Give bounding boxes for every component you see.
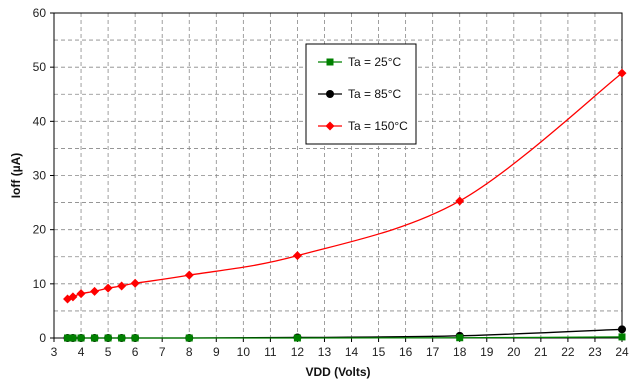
- series-square: [64, 333, 626, 342]
- legend-swatch-marker: [326, 90, 334, 98]
- y-tick-label: 10: [33, 277, 47, 291]
- x-tick-label: 20: [507, 345, 521, 359]
- x-tick-label: 10: [237, 345, 251, 359]
- data-point: [292, 251, 302, 261]
- x-tick-label: 24: [615, 345, 629, 359]
- data-point: [68, 292, 78, 302]
- legend-label: Ta = 25°C: [348, 55, 401, 69]
- y-tick-label: 50: [33, 60, 47, 74]
- data-point: [130, 278, 140, 288]
- x-tick-label: 7: [159, 345, 166, 359]
- data-point: [76, 289, 86, 299]
- data-point: [64, 334, 72, 342]
- data-point: [455, 196, 465, 206]
- x-tick-label: 21: [534, 345, 548, 359]
- x-tick-label: 23: [588, 345, 602, 359]
- x-tick-label: 13: [318, 345, 332, 359]
- legend-swatch-marker: [326, 58, 334, 66]
- x-tick-label: 6: [132, 345, 139, 359]
- x-tick-label: 14: [345, 345, 359, 359]
- data-point: [91, 334, 99, 342]
- x-tick-label: 16: [399, 345, 413, 359]
- data-point: [103, 283, 113, 293]
- y-tick-label: 30: [33, 169, 47, 183]
- x-tick-label: 4: [78, 345, 85, 359]
- data-point: [118, 334, 126, 342]
- x-tick-label: 18: [453, 345, 467, 359]
- legend-swatch-marker: [325, 121, 335, 131]
- y-axis-title: Ioff (µA): [9, 153, 23, 199]
- x-tick-label: 9: [213, 345, 220, 359]
- x-tick-label: 3: [51, 345, 58, 359]
- data-point: [131, 334, 139, 342]
- data-point: [617, 68, 627, 78]
- series-group: [63, 68, 627, 342]
- data-point: [185, 334, 193, 342]
- y-tick-label: 60: [33, 6, 47, 20]
- series-circle: [63, 325, 626, 342]
- data-point: [69, 334, 77, 342]
- y-tick-label: 40: [33, 114, 47, 128]
- legend-label: Ta = 85°C: [348, 87, 401, 101]
- data-point: [618, 325, 626, 334]
- y-tick-label: 20: [33, 223, 47, 237]
- data-point: [104, 334, 112, 342]
- x-tick-label: 15: [372, 345, 386, 359]
- data-point: [77, 334, 85, 342]
- x-tick-label: 19: [480, 345, 494, 359]
- x-tick-label: 22: [561, 345, 575, 359]
- y-tick-label: 0: [39, 331, 46, 345]
- data-point: [456, 334, 464, 342]
- legend-label: Ta = 150°C: [348, 119, 408, 133]
- x-tick-label: 17: [426, 345, 440, 359]
- data-point: [293, 334, 301, 342]
- data-point: [90, 286, 100, 296]
- data-point: [117, 281, 127, 291]
- series-diamond: [63, 68, 627, 304]
- x-tick-label: 5: [105, 345, 112, 359]
- data-point: [184, 270, 194, 280]
- legend: Ta = 25°C Ta = 85°C Ta = 150°C: [305, 43, 417, 145]
- x-tick-label: 12: [291, 345, 305, 359]
- data-point: [618, 333, 626, 341]
- x-tick-label: 8: [186, 345, 193, 359]
- x-tick-label: 11: [264, 345, 277, 359]
- x-axis-title: VDD (Volts): [305, 365, 370, 379]
